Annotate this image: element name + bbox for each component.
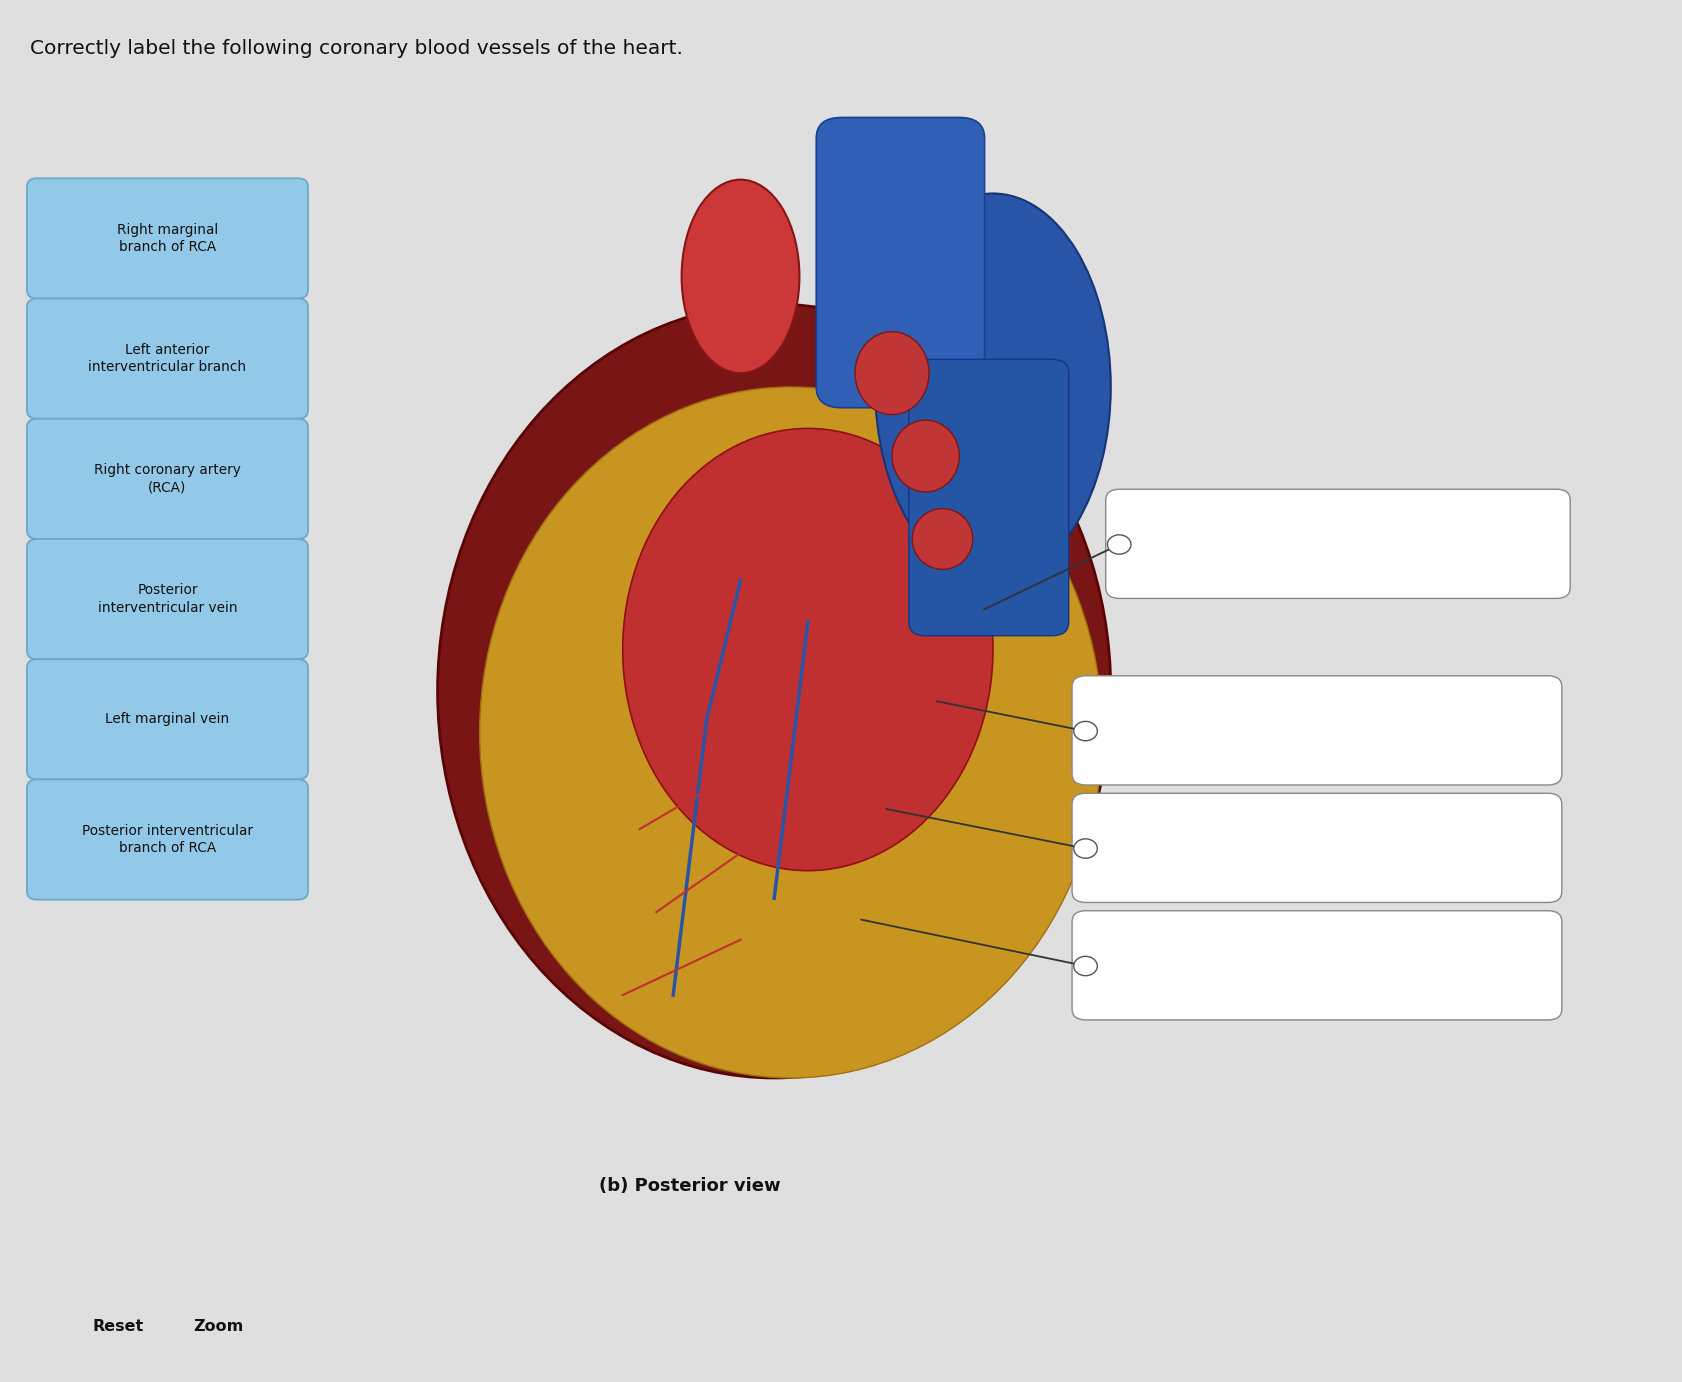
Text: Right marginal
branch of RCA: Right marginal branch of RCA [116, 223, 219, 254]
Ellipse shape [622, 428, 992, 871]
Text: Left marginal vein: Left marginal vein [106, 712, 229, 727]
FancyBboxPatch shape [27, 779, 308, 900]
Text: (b) Posterior view: (b) Posterior view [599, 1177, 780, 1195]
Circle shape [1107, 535, 1130, 554]
Ellipse shape [479, 387, 1102, 1078]
Ellipse shape [681, 180, 799, 373]
FancyBboxPatch shape [908, 359, 1068, 636]
FancyBboxPatch shape [27, 659, 308, 779]
Text: Left anterior
interventricular branch: Left anterior interventricular branch [89, 343, 246, 375]
Ellipse shape [437, 304, 1110, 1078]
Circle shape [1073, 956, 1097, 976]
Circle shape [1073, 721, 1097, 741]
Text: Zoom: Zoom [193, 1318, 244, 1334]
Ellipse shape [854, 332, 928, 415]
FancyBboxPatch shape [27, 299, 308, 419]
FancyBboxPatch shape [27, 419, 308, 539]
Text: Reset: Reset [93, 1318, 143, 1334]
FancyBboxPatch shape [27, 539, 308, 659]
FancyBboxPatch shape [816, 117, 984, 408]
Circle shape [1073, 839, 1097, 858]
Text: Posterior interventricular
branch of RCA: Posterior interventricular branch of RCA [82, 824, 252, 855]
FancyBboxPatch shape [1071, 793, 1561, 902]
Text: Right coronary artery
(RCA): Right coronary artery (RCA) [94, 463, 241, 495]
Ellipse shape [875, 193, 1110, 580]
FancyBboxPatch shape [1105, 489, 1569, 598]
Ellipse shape [891, 420, 959, 492]
FancyBboxPatch shape [1071, 676, 1561, 785]
Text: Correctly label the following coronary blood vessels of the heart.: Correctly label the following coronary b… [30, 39, 683, 58]
Text: Posterior
interventricular vein: Posterior interventricular vein [98, 583, 237, 615]
Ellipse shape [912, 509, 972, 569]
FancyBboxPatch shape [27, 178, 308, 299]
FancyBboxPatch shape [1071, 911, 1561, 1020]
